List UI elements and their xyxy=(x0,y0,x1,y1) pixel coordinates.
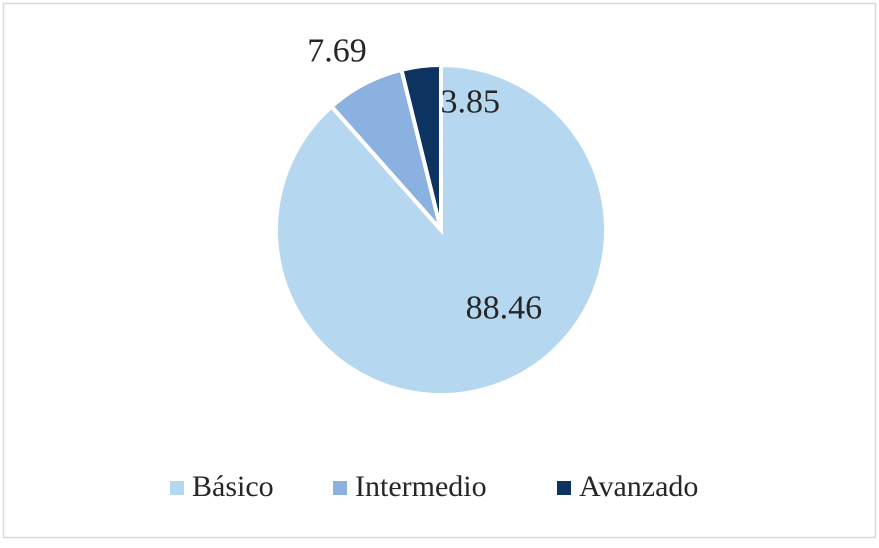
legend-label: Intermedio xyxy=(355,470,487,503)
legend-swatch xyxy=(333,481,347,495)
data-label: 88.46 xyxy=(466,289,543,326)
pie-slice xyxy=(399,62,443,231)
legend-label: Básico xyxy=(192,470,274,503)
pie-slice xyxy=(274,62,608,397)
legend-swatch xyxy=(557,481,571,495)
data-label: 7.69 xyxy=(307,33,367,70)
legend-label: Avanzado xyxy=(579,470,698,503)
legend-swatch xyxy=(170,481,184,495)
data-label: 3.85 xyxy=(440,83,500,120)
